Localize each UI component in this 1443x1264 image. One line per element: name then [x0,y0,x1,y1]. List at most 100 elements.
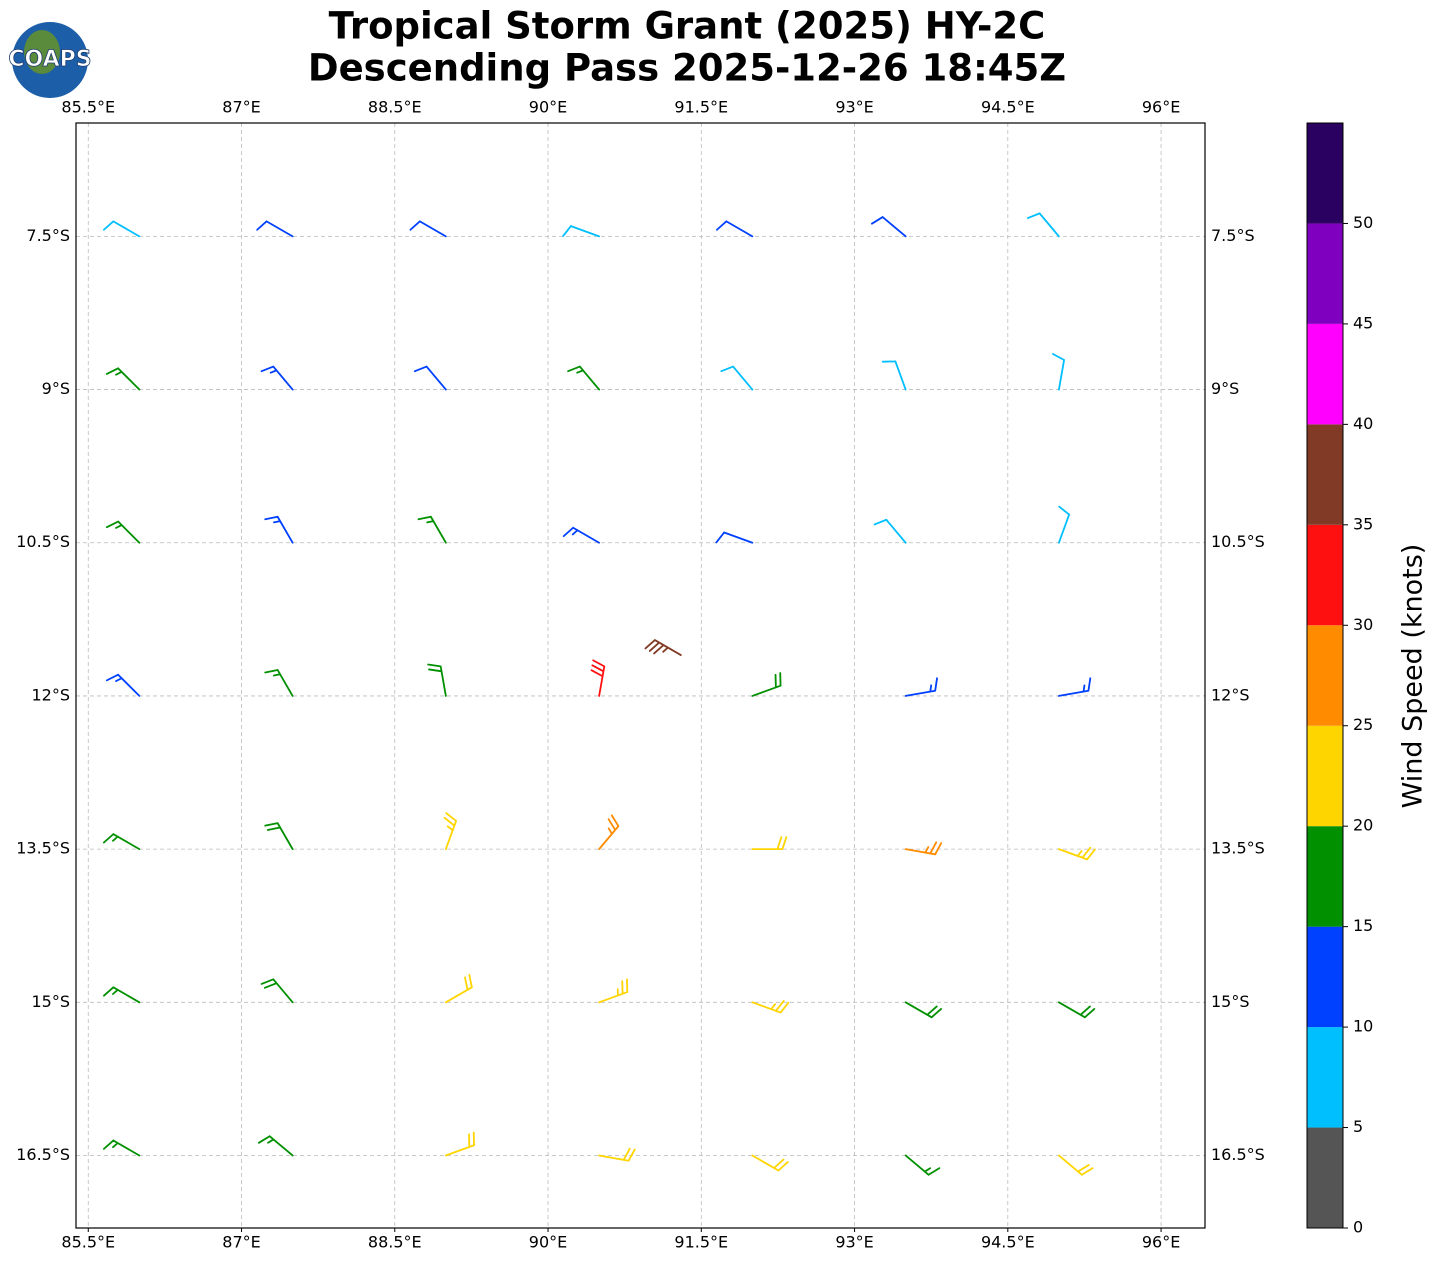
colorbar-segment [1307,625,1343,726]
y-tick-label: 12°S [31,685,70,704]
plot-area: 85.5°E 85.5°E 87°E 87°E 88.5°E 88.5°E 90°E 90°E… [16,98,1265,1252]
wind-barb [413,365,447,391]
x-tick-label: 88.5°E [368,98,422,117]
wind-barb [590,659,606,697]
wind-barb [443,812,458,851]
colorbar-tick-label: 20 [1353,816,1373,835]
y-tick-label: 15°S [1211,992,1250,1011]
wind-barb [1026,212,1060,238]
colorbar-segment [1307,223,1343,324]
wind-barb [562,225,601,238]
colorbar-tick-label: 45 [1353,313,1373,332]
x-tick-label: 96°E [1142,98,1180,117]
y-tick-label: 15°S [31,992,70,1011]
y-tick-label: 13.5°S [16,839,70,858]
wind-barb [598,1147,636,1162]
wind-barb [873,518,907,544]
wind-barb [904,841,943,856]
y-tick-label: 16.5°S [1211,1145,1265,1164]
colorbar-segment [1307,1127,1343,1228]
colorbar-tick-label: 10 [1353,1017,1373,1036]
wind-barb [264,822,294,851]
wind-barb [264,669,294,697]
wind-barb [1057,505,1071,544]
wind-barb [1057,1154,1094,1176]
colorbar-segment [1307,323,1343,425]
colorbar-tick-label: 35 [1353,514,1373,533]
colorbar-tick-label: 40 [1353,414,1373,433]
wind-barb [904,1001,942,1019]
colorbar-segment [1307,926,1343,1028]
wind-barb [904,677,938,697]
colorbar-tick-label: 15 [1353,916,1373,935]
y-tick-label: 16.5°S [16,1145,70,1164]
x-tick-label: 93°E [835,1233,873,1252]
wind-barb [567,365,601,391]
colorbar-segment [1307,424,1343,525]
wind-barb [264,515,294,544]
wind-barb [105,673,141,697]
wind-barb [1052,353,1065,391]
x-tick-label: 91.5°E [674,1233,728,1252]
map-frame [75,122,1206,1229]
x-tick-label: 87°E [222,98,260,117]
colorbar-frame [1306,122,1344,1229]
wind-barb [444,1131,475,1157]
x-tick-label: 87°E [222,1233,260,1252]
wind-barb [256,220,294,238]
x-tick-label: 90°E [529,98,567,117]
title-line: Tropical Storm Grant (2025) HY-2C [329,5,1046,48]
colorbar-tick-label: 30 [1353,615,1373,634]
wind-barb [715,531,754,544]
wind-barb [103,1139,141,1157]
y-tick-label: 13.5°S [1211,839,1265,858]
wind-barb [417,515,447,544]
x-tick-label: 91.5°E [674,98,728,117]
colorbar-segment [1307,725,1343,827]
wind-barb [751,672,782,697]
wind-barb [103,220,141,238]
y-tick-label: 9°S [42,379,70,398]
y-tick-label: 7.5°S [26,226,70,245]
colorbar-segment [1307,826,1343,927]
title-line: Descending Pass 2025-12-26 18:45Z [308,47,1066,90]
wind-barb [1057,677,1092,697]
wind-barb [751,1154,789,1172]
colorbar-label: Wind Speed (knots) [1398,544,1429,809]
wind-barb [881,360,907,391]
colorbar-tick-label: 0 [1353,1218,1363,1237]
wind-barb [1057,1001,1096,1019]
colorbar: 0 5 10 15 20 25 30 35 40 45 50 Wind Speed (knots) [1306,122,1429,1237]
colorbar-tick-label: 50 [1353,213,1373,232]
wind-barb [260,365,294,391]
x-tick-label: 94.5°E [981,98,1035,117]
colorbar-tick-label: 5 [1353,1117,1363,1136]
wind-barb [870,216,907,238]
wind-barb [1057,846,1096,861]
colorbar-segment [1307,524,1343,626]
wind-barb [409,220,447,238]
x-tick-label: 85.5°E [61,1233,115,1252]
wind-barb [751,1000,790,1014]
x-tick-label: 93°E [835,98,873,117]
logo-text: COAPS [8,47,91,72]
y-tick-label: 9°S [1211,379,1239,398]
wind-barb [716,220,754,238]
wind-barb [720,365,754,391]
wind-barb [105,367,141,391]
colorbar-tick-label: 25 [1353,715,1373,734]
y-tick-label: 12°S [1211,685,1250,704]
logo-land [24,30,60,74]
y-tick-label: 10.5°S [1211,532,1265,551]
wind-barb [260,978,294,1004]
wind-barb [751,836,788,851]
x-tick-label: 94.5°E [981,1233,1035,1252]
colorbar-segment [1307,123,1343,224]
wind-barb [598,978,629,1004]
wind-barb [904,1154,941,1176]
wind-barb [103,833,141,851]
wind-barb [444,974,473,1004]
colorbar-segment [1307,1027,1343,1128]
x-tick-label: 88.5°E [368,1233,422,1252]
